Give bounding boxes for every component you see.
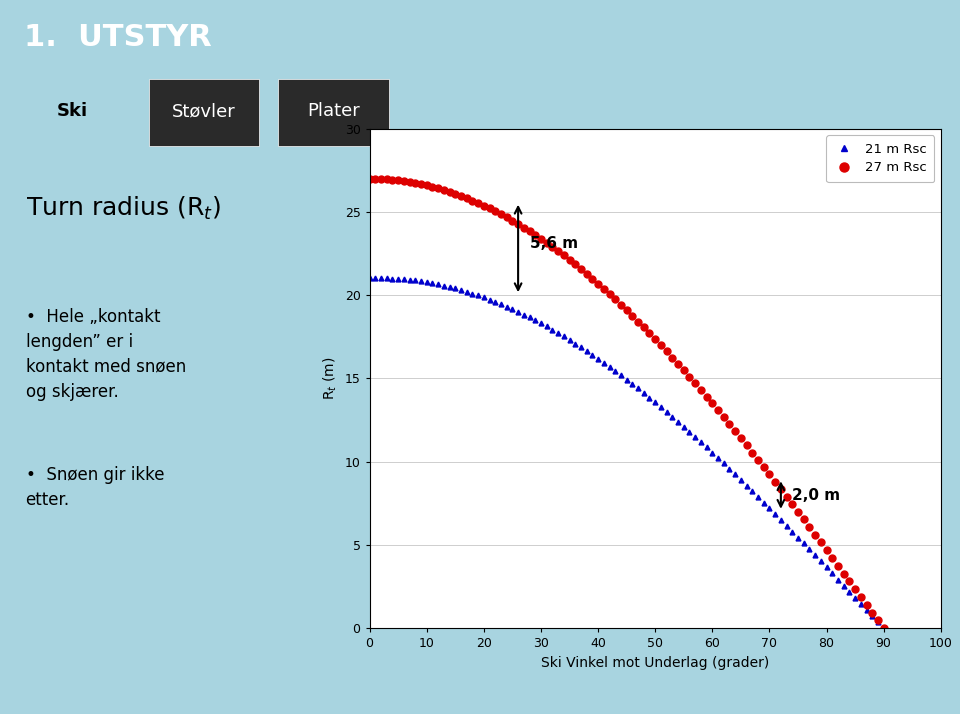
Bar [149, 79, 259, 146]
21 m Rsc [867, 612, 878, 620]
Legend: 21 m Rsc, 27 m Rsc: 21 m Rsc, 27 m Rsc [827, 135, 934, 182]
Text: Ski: Ski [57, 102, 87, 120]
Bar [278, 79, 389, 146]
21 m Rsc [873, 618, 884, 626]
21 m Rsc [501, 302, 513, 311]
Bar [19, 79, 125, 146]
Text: Støvler: Støvler [172, 102, 236, 120]
Text: 1.  UTSTYR: 1. UTSTYR [24, 23, 212, 52]
27 m Rsc [798, 516, 809, 524]
Text: 2,0 m: 2,0 m [792, 488, 840, 503]
27 m Rsc [364, 174, 375, 183]
21 m Rsc [375, 274, 387, 283]
27 m Rsc [495, 210, 507, 218]
21 m Rsc [432, 280, 444, 288]
27 m Rsc [426, 183, 438, 191]
27 m Rsc [877, 624, 889, 633]
Text: Plater: Plater [307, 102, 360, 120]
21 m Rsc [364, 274, 375, 283]
Line: 27 m Rsc: 27 m Rsc [366, 175, 887, 632]
27 m Rsc [867, 608, 878, 617]
Y-axis label: R$_t$ (m): R$_t$ (m) [322, 357, 339, 400]
27 m Rsc [484, 204, 495, 213]
Line: 21 m Rsc: 21 m Rsc [367, 276, 886, 630]
X-axis label: Ski Vinkel mot Underlag (grader): Ski Vinkel mot Underlag (grader) [541, 656, 769, 670]
21 m Rsc [490, 298, 501, 306]
27 m Rsc [861, 600, 873, 609]
Text: •  Hele „kontakt
lengden” er i
kontakt med snøen
og skjærer.: • Hele „kontakt lengden” er i kontakt me… [26, 308, 186, 401]
21 m Rsc [877, 624, 889, 633]
21 m Rsc [804, 545, 815, 554]
Text: Turn radius (R$_t$): Turn radius (R$_t$) [26, 195, 221, 222]
Text: 5,6 m: 5,6 m [530, 236, 578, 251]
Text: •  Snøen gir ikke
etter.: • Snøen gir ikke etter. [26, 466, 164, 509]
